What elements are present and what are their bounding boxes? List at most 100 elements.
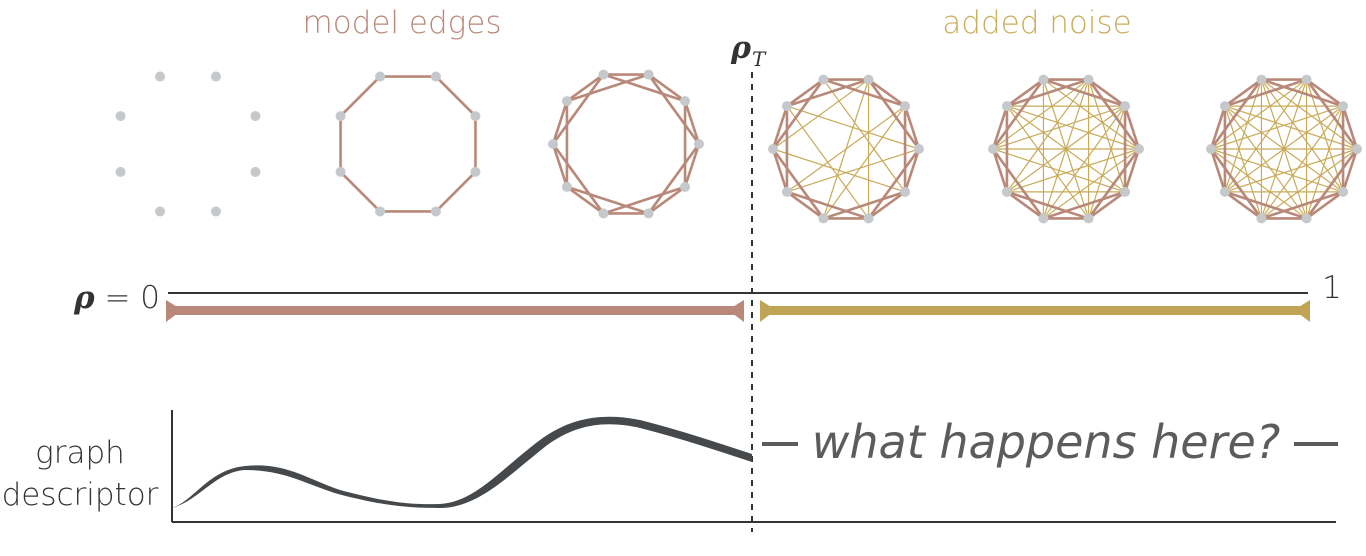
graph-node [561, 96, 572, 107]
model-edge [647, 73, 701, 145]
model-edge [603, 185, 686, 215]
model-edge [339, 171, 381, 213]
graph-node [375, 71, 386, 82]
model-edge [1305, 78, 1359, 150]
graph-node [863, 213, 874, 224]
graph-node [430, 71, 441, 82]
noise-edge [786, 105, 906, 193]
noise-edge [1043, 79, 1140, 150]
model-edge [566, 185, 649, 215]
graph-node [643, 208, 654, 219]
noise-edge [1210, 79, 1307, 150]
graph-node [1338, 186, 1349, 197]
model-edge [1209, 148, 1227, 193]
model-edge [1224, 78, 1263, 108]
model-edge [683, 143, 701, 188]
model-edge [991, 78, 1045, 150]
noise-edge [786, 105, 870, 219]
model-edge [1043, 190, 1126, 220]
model-edge [1123, 148, 1141, 193]
model-edge [566, 73, 605, 103]
model-edge [771, 148, 789, 193]
rho-t-symbol: ρ [730, 31, 752, 66]
graph-node [1134, 144, 1144, 154]
model-edge [1305, 148, 1359, 220]
noise-edge [1261, 79, 1358, 150]
graph-node [900, 101, 911, 112]
model-edge [1305, 190, 1344, 220]
graph-node [250, 111, 261, 122]
noise-edge [992, 79, 1089, 150]
noise-edge [1224, 105, 1358, 150]
graph-node [781, 186, 792, 197]
noise-edge [1224, 79, 1263, 193]
added-noise-label: added noise [942, 5, 1131, 41]
model-edge [603, 73, 686, 103]
noise-edge [786, 105, 920, 150]
graph-node [561, 181, 572, 192]
model-edge [1209, 148, 1263, 220]
graph-node [470, 166, 481, 177]
graph-node [430, 206, 441, 217]
noise-edge [1006, 105, 1090, 219]
graph-node [1001, 186, 1012, 197]
graph-node [694, 139, 704, 149]
noise-edge [1087, 105, 1126, 219]
model-edge [1006, 190, 1089, 220]
graph-node [155, 71, 166, 82]
noise-edge [1042, 79, 1090, 219]
noise-edge [1087, 79, 1126, 193]
graph-node [1001, 101, 1012, 112]
graph-node [768, 144, 778, 154]
graph-node [1338, 101, 1349, 112]
graph-node [680, 96, 691, 107]
rho-t-subscript: T [752, 47, 767, 71]
graph-empty [115, 71, 261, 217]
graph-ring-k1 [335, 71, 481, 217]
model-edge [991, 148, 1045, 220]
noise-edge [1224, 105, 1308, 219]
model-edge [1006, 78, 1089, 108]
model-edge [867, 190, 906, 220]
model-edge [1261, 78, 1344, 108]
noise-edge [1224, 105, 1263, 219]
graph-node [900, 186, 911, 197]
graph-node [1038, 213, 1049, 224]
graph-noise-low [768, 74, 924, 224]
graph-node [115, 111, 126, 122]
rho-t-label: ρ T [730, 31, 767, 71]
graph-sequence [115, 69, 1362, 224]
model-edge [647, 185, 686, 215]
graph-node [210, 71, 221, 82]
noise-range-bar [760, 300, 1310, 322]
model-edge [1341, 105, 1359, 150]
graph-node [598, 69, 609, 80]
model-edge [1123, 105, 1141, 150]
graph-node [914, 144, 924, 154]
model-edge [823, 190, 906, 220]
noise-edge [1261, 148, 1358, 219]
graph-node [818, 213, 829, 224]
model-edge [551, 143, 605, 215]
noise-edge [1210, 148, 1307, 219]
model-edge [647, 73, 686, 103]
graph-node [1219, 101, 1230, 112]
model-edge [823, 78, 906, 108]
graph-node [470, 111, 481, 122]
graph-node [1256, 74, 1267, 85]
model-edge [339, 75, 381, 117]
model-edge [1224, 78, 1307, 108]
graph-node [1083, 213, 1094, 224]
graph-node [863, 74, 874, 85]
noise-edge [772, 148, 906, 193]
graph-noise-mid [988, 74, 1144, 224]
model-edge [867, 78, 906, 108]
graph-descriptor-label-line2: descriptor [2, 477, 159, 513]
graph-node [1301, 213, 1312, 224]
model-edge [867, 78, 921, 150]
model-edge [551, 73, 605, 145]
graph-node [335, 111, 346, 122]
noise-edge [1043, 148, 1140, 219]
model-edge [867, 148, 921, 220]
